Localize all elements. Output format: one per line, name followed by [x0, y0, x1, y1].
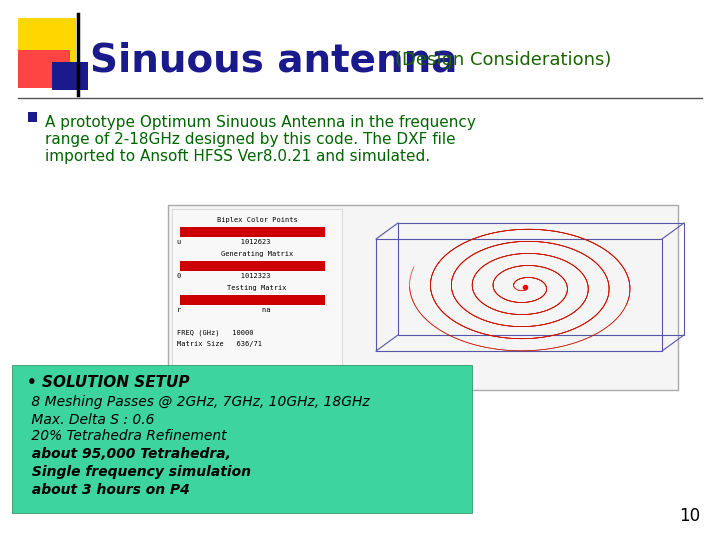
Bar [180, 261, 325, 271]
Text: Single frequency simulation: Single frequency simulation [27, 465, 251, 479]
Text: Biplex Color Points: Biplex Color Points [217, 217, 297, 223]
Text: about 3 hours on P4: about 3 hours on P4 [27, 483, 190, 497]
Bar [168, 205, 678, 390]
Text: Matrix Size   636/71: Matrix Size 636/71 [177, 341, 262, 347]
Text: Generating Matrix: Generating Matrix [221, 251, 293, 257]
Text: Max. Delta S : 0.6: Max. Delta S : 0.6 [27, 413, 155, 427]
Text: 20% Tetrahedra Refinement: 20% Tetrahedra Refinement [27, 429, 227, 443]
Text: (Design Considerations): (Design Considerations) [395, 51, 611, 69]
Bar [172, 209, 342, 386]
Text: A prototype Optimum Sinuous Antenna in the frequency: A prototype Optimum Sinuous Antenna in t… [45, 115, 476, 130]
Bar [52, 62, 88, 90]
Bar [18, 50, 70, 88]
Text: 10: 10 [679, 507, 700, 525]
Text: range of 2-18GHz designed by this code. The DXF file: range of 2-18GHz designed by this code. … [45, 132, 456, 147]
Text: r                   na: r na [177, 307, 271, 313]
Text: FREQ (GHz)   10000: FREQ (GHz) 10000 [177, 329, 253, 335]
Text: Testing Matrix: Testing Matrix [228, 285, 287, 291]
Text: about 95,000 Tetrahedra,: about 95,000 Tetrahedra, [27, 447, 231, 461]
Bar [12, 365, 472, 513]
Bar [28, 112, 37, 122]
Text: u              1012623: u 1012623 [177, 239, 271, 245]
Bar [18, 18, 76, 73]
Text: imported to Ansoft HFSS Ver8.0.21 and simulated.: imported to Ansoft HFSS Ver8.0.21 and si… [45, 149, 430, 164]
Bar [180, 295, 325, 305]
Text: Sinuous antenna: Sinuous antenna [90, 41, 457, 79]
Text: 8 Meshing Passes @ 2GHz, 7GHz, 10GHz, 18GHz: 8 Meshing Passes @ 2GHz, 7GHz, 10GHz, 18… [27, 395, 369, 409]
Bar [180, 227, 325, 237]
Text: 0              1012323: 0 1012323 [177, 273, 271, 279]
Text: • SOLUTION SETUP: • SOLUTION SETUP [27, 375, 189, 390]
